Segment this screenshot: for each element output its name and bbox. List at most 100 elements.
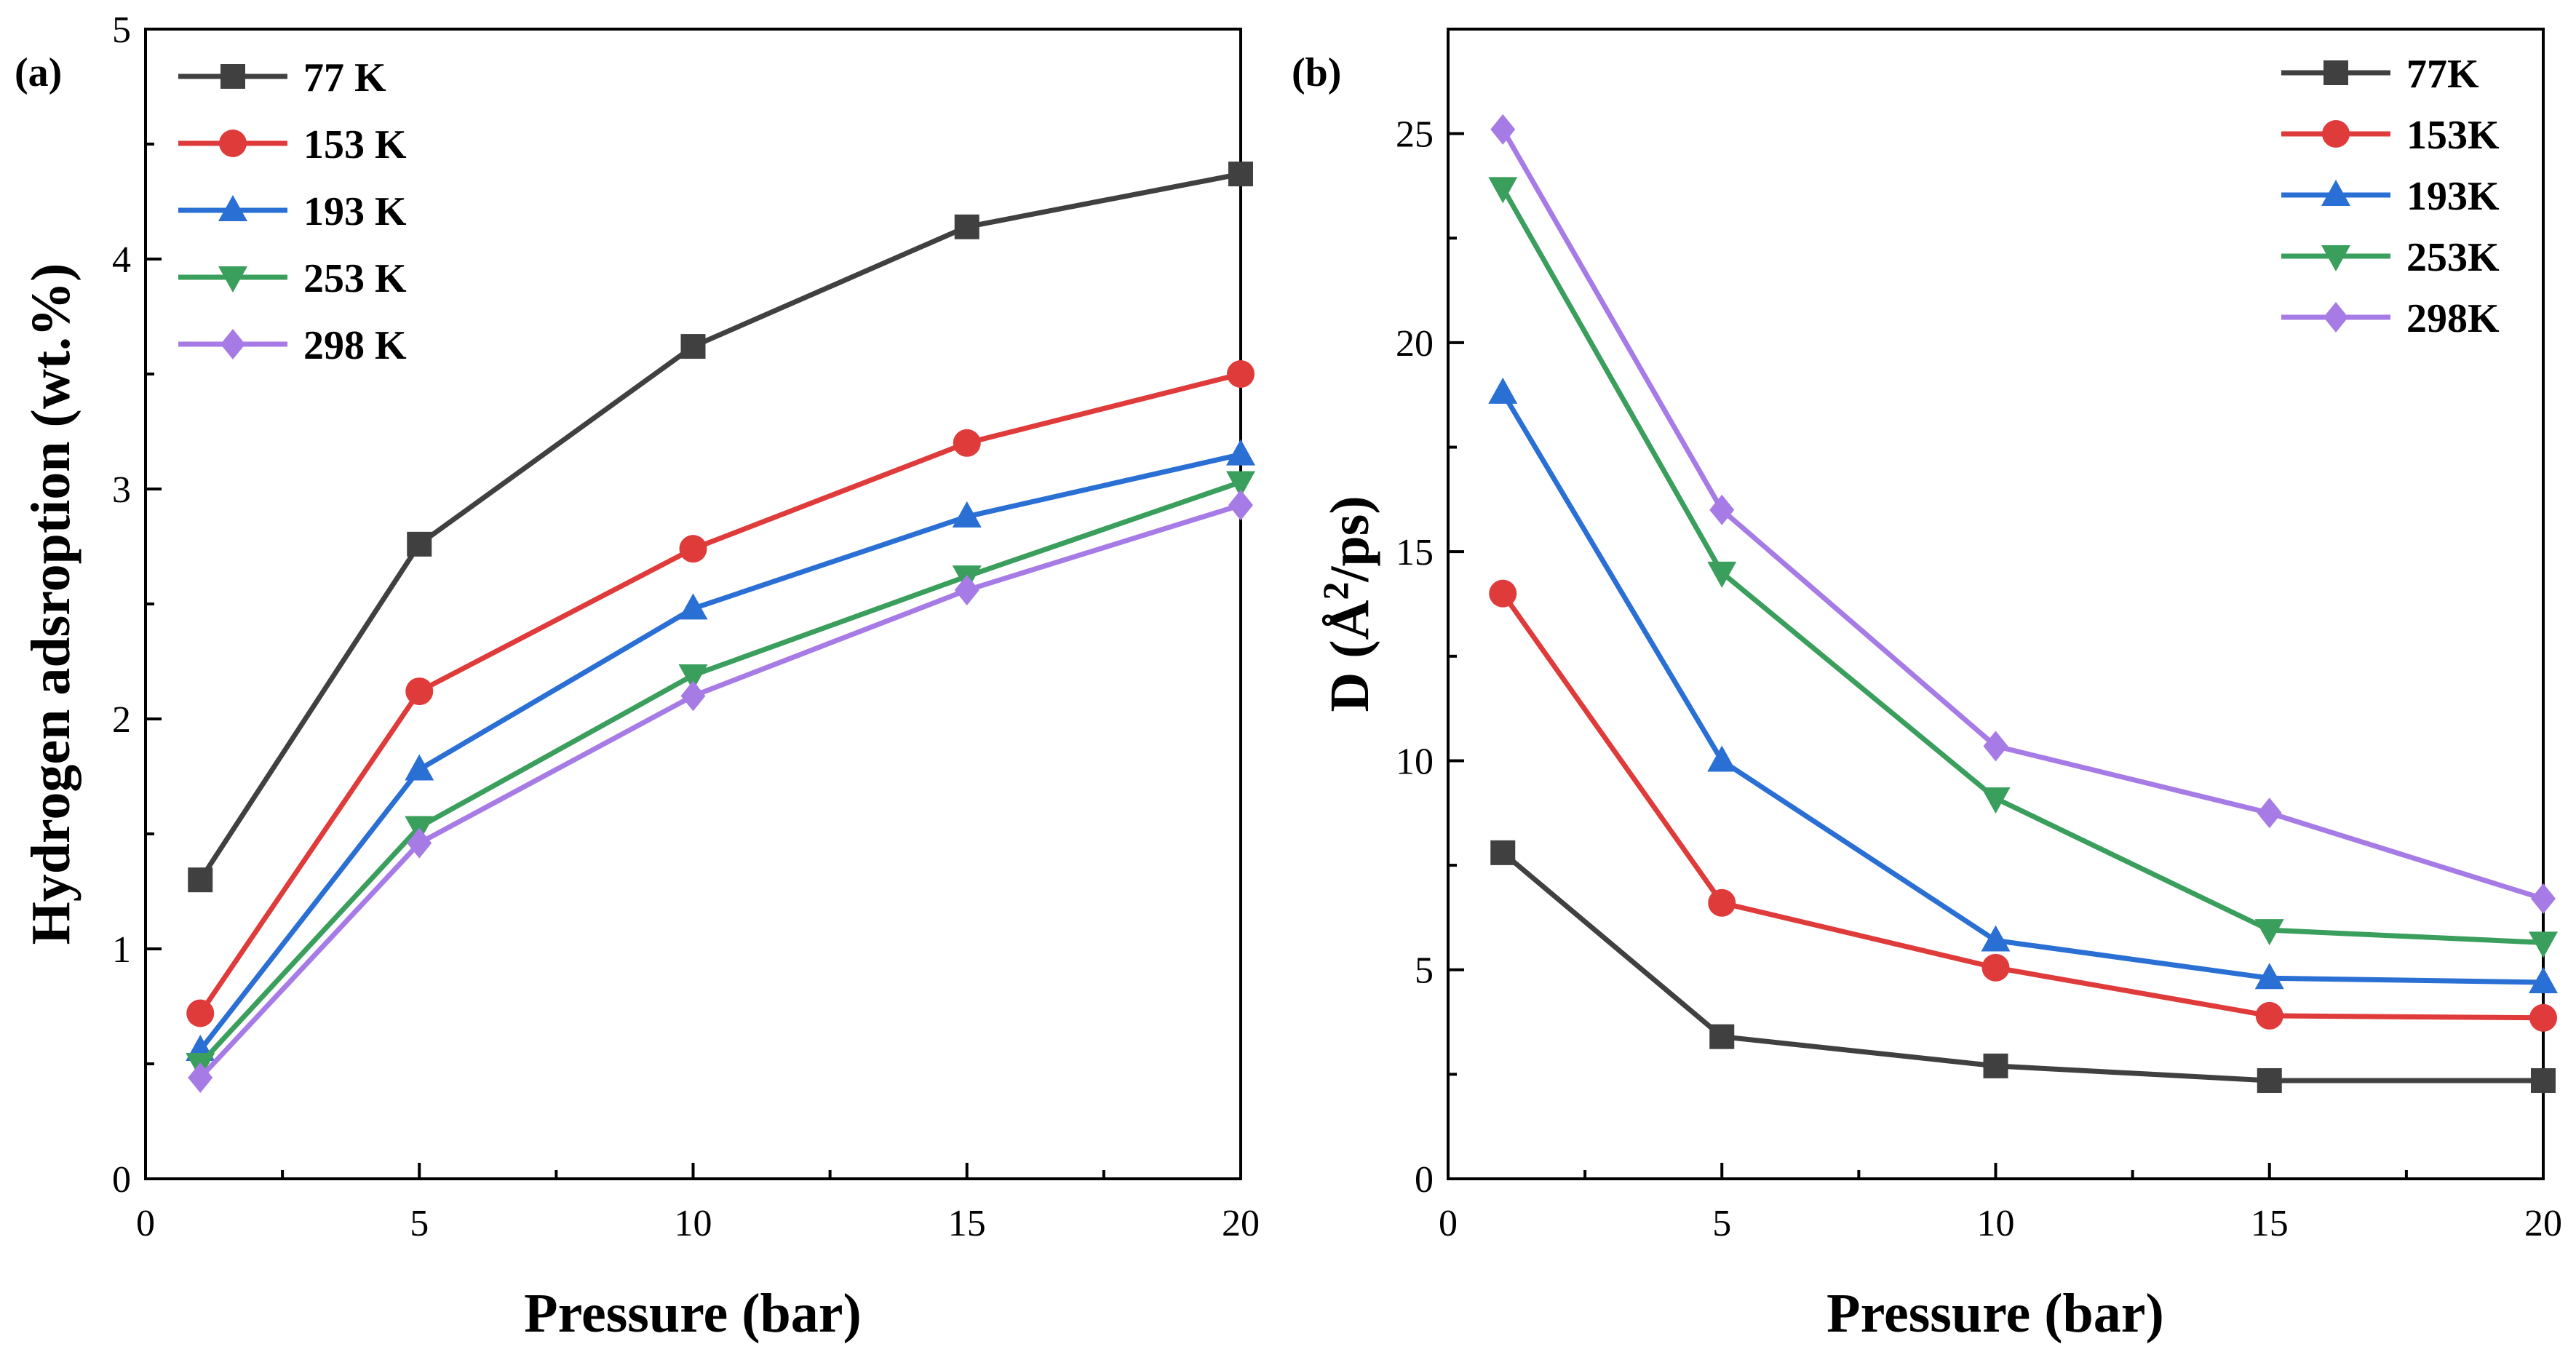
panel-a-series-line (198, 452, 1241, 1052)
panel-b-x-tick-label: 5 (1712, 1203, 1731, 1244)
panel-b-plot-frame (1447, 28, 2545, 1180)
panel-b-x-tick-label: 10 (1977, 1203, 2015, 1244)
panel-a-legend-marker (220, 329, 245, 359)
panel-a-y-tick-label: 4 (112, 239, 131, 281)
panel-a-data-point (188, 867, 213, 893)
panel-a-x-tick-label: 20 (1222, 1203, 1260, 1244)
panel-a-data-point (678, 593, 708, 620)
panel-a-y-tick-label: 0 (112, 1159, 131, 1201)
panel-b-y-axis-title-sup: 2 (1315, 582, 1356, 600)
panel-a-x-tick-label: 15 (948, 1203, 986, 1244)
panel-b-data-point (1983, 731, 2008, 762)
panel-b-legend-marker (2323, 302, 2348, 333)
panel-a-data-point (954, 214, 979, 239)
panel-b-data-point (1707, 745, 1737, 772)
panel-b-y-tick-label: 25 (1396, 114, 1434, 156)
panel-a-y-tick-label: 2 (112, 699, 131, 741)
panel-a-data-point (952, 501, 982, 528)
panel-a-data-point (1227, 360, 1255, 388)
panel-b-series-line (1500, 128, 2545, 902)
panel-a-x-tick-label: 10 (675, 1203, 712, 1244)
panel-a-data-point (407, 827, 432, 859)
panel-a-legend-marker (218, 266, 247, 293)
panel-b-series-line (1500, 391, 2544, 985)
panel-b-y-axis-title-tail: /ps) (1319, 496, 1380, 582)
panel-b-data-point (2529, 966, 2558, 993)
panel-b-data-point (2254, 919, 2284, 946)
panel-b-y-tick-label: 10 (1396, 741, 1434, 782)
panel-b-data-point (1489, 579, 1517, 608)
panel-a-data-point (953, 429, 981, 457)
panel-b-y-tick-label: 5 (1415, 950, 1434, 992)
panel-a-y-tick-label: 3 (112, 469, 131, 511)
panel-b-series (1488, 114, 2558, 1093)
panel-a-y-tick-label: 5 (112, 9, 131, 51)
panel-a-series-line (198, 502, 1242, 1080)
panel-b-legend-label: 253K (2406, 235, 2500, 280)
panel-b-data-point (1981, 787, 2011, 814)
panel-b-data-point (1983, 1053, 2008, 1078)
panel-b-data-point (1981, 953, 2010, 982)
panel-b-series-line (1500, 851, 2543, 1083)
panel-a-legend-label: 298 K (303, 323, 407, 368)
panel-b-y-tick-label: 15 (1396, 532, 1434, 573)
panel-b-legend-label: 193K (2406, 174, 2500, 219)
panel-b-legend-label: 77K (2406, 52, 2479, 97)
panel-a-legend-label: 77 K (303, 55, 386, 100)
panel-b-data-point (2531, 883, 2556, 915)
panel-a-data-point (186, 999, 215, 1027)
panel-a-data-point (407, 531, 432, 557)
panel-b-data-point (2255, 1001, 2283, 1030)
panel-b-x-tick-label: 15 (2251, 1203, 2289, 1244)
panel-b-data-point (1709, 494, 1735, 525)
panel-a-y-axis-title: Hydrogen adsroption (wt.%) (20, 263, 82, 945)
panel-b-series-line (1500, 186, 2544, 945)
panel-b-data-point (2529, 931, 2558, 958)
panel-b-legend: 77K 153K 193K 253K 298K (2281, 52, 2500, 341)
panel-b-x-axis-title: Pressure (bar) (1826, 1283, 2164, 1344)
panel-b-y-tick-label: 0 (1415, 1159, 1434, 1201)
panel-a-data-point (679, 535, 707, 563)
panel-b-data-point (1490, 114, 1516, 145)
panel-b-data-point (2257, 1067, 2282, 1093)
panel-a: (a) 0 5 10 15 20 0 1 2 3 4 5 77 K 153 K 193 K 253 K 29… (15, 9, 1260, 1344)
panel-a-data-point (405, 754, 434, 781)
panel-b-ticks: 0 5 10 15 20 0 5 10 15 20 25 (1396, 114, 2562, 1244)
panel-b-data-point (1707, 561, 1737, 588)
panel-a-legend-label: 253 K (303, 256, 407, 301)
panel-a-data-point (680, 334, 706, 359)
panel-a-label: (a) (15, 50, 62, 95)
panel-b-data-point (1490, 840, 1516, 865)
panel-a-legend-label: 153 K (303, 122, 407, 167)
panel-a-legend: 77 K 153 K 193 K 253 K 298 K (178, 55, 407, 368)
panel-a-legend-marker (219, 130, 247, 157)
panel-b-data-point (1488, 377, 1518, 404)
panel-a-data-point (1228, 490, 1253, 521)
panel-b-y-axis-title-main: D (Å (1319, 600, 1380, 712)
panel-a-series-line (198, 371, 1241, 1015)
panel-b-data-point (2257, 798, 2282, 829)
panel-a-legend-label: 193 K (303, 189, 407, 234)
panel-a-data-point (680, 680, 706, 712)
panel-b-y-tick-label: 20 (1396, 323, 1434, 365)
panel-b-legend-label: 298K (2406, 296, 2500, 341)
panel-b-x-tick-label: 0 (1439, 1203, 1458, 1244)
panel-a-y-tick-label: 1 (112, 929, 131, 971)
panel-a-data-point (678, 664, 708, 691)
panel-b-data-point (1981, 925, 2011, 952)
panel-a-legend-marker (218, 195, 247, 221)
panel-b-data-point (2529, 1003, 2557, 1032)
panel-a-data-point (1226, 439, 1255, 466)
panel-b-x-tick-label: 20 (2524, 1203, 2562, 1244)
panel-b-data-point (2254, 963, 2284, 990)
panel-b-legend-marker (2323, 60, 2348, 85)
panel-b-legend-label: 153K (2406, 113, 2500, 158)
panel-a-data-point (954, 575, 979, 606)
panel-b-label: (b) (1292, 50, 1341, 95)
panel-b-data-point (1708, 888, 1736, 917)
panel-b-data-point (2531, 1067, 2556, 1093)
panel-a-legend-marker (220, 64, 245, 89)
panel-a-x-tick-label: 5 (410, 1203, 429, 1244)
panel-b-data-point (1488, 177, 1518, 204)
